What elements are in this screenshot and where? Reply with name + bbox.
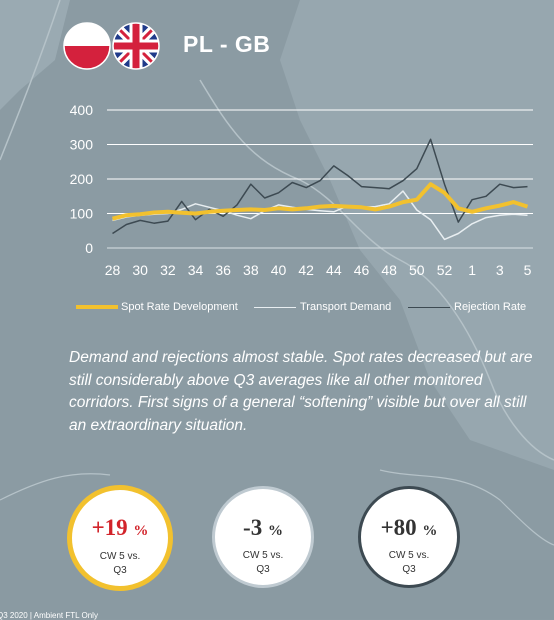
x-tick-label: 52	[437, 262, 453, 278]
series-line-spot-rate-development	[112, 182, 529, 221]
y-tick-label: 100	[70, 206, 94, 222]
legend-swatch-transport-demand	[254, 307, 296, 308]
flag-poland-icon	[63, 22, 111, 70]
legend-swatch-rejection-rate	[408, 307, 450, 308]
chart-legend: Spot Rate Development Transport Demand R…	[0, 298, 554, 318]
chart-series	[112, 138, 529, 241]
x-tick-label: 38	[243, 262, 259, 278]
kpi-unit: %	[133, 523, 149, 539]
x-tick-label: 28	[105, 262, 121, 278]
kpi-label: CW 5 vs. Q3	[72, 550, 168, 578]
kpi-label-line2: Q3	[113, 565, 127, 576]
x-tick-label: 46	[354, 262, 370, 278]
kpi-label-line1: CW 5 vs.	[99, 551, 141, 562]
x-tick-label: 1	[468, 262, 476, 278]
y-tick-label: 300	[70, 137, 94, 153]
flag-united-kingdom-icon	[112, 22, 160, 70]
kpi-label: CW 5 vs. Q3	[361, 549, 457, 577]
chart-grid	[107, 109, 533, 249]
kpi-number: +80	[380, 515, 417, 540]
kpi-label: CW 5 vs. Q3	[215, 549, 311, 577]
kpi-label-line2: Q3	[402, 564, 416, 575]
x-tick-label: 44	[326, 262, 342, 278]
commentary-text: Demand and rejections almost stable. Spo…	[69, 349, 533, 434]
x-tick-label: 42	[298, 262, 314, 278]
kpi-unit: %	[267, 523, 283, 539]
y-tick-label: 400	[70, 102, 94, 118]
page-title: PL - GB	[183, 31, 271, 57]
y-axis-ticks: 0 100 200 300 400	[70, 102, 94, 256]
x-tick-label: 48	[381, 262, 397, 278]
kpi-value: +80 %	[361, 515, 457, 541]
legend-label-rejection-rate: Rejection Rate	[454, 301, 527, 313]
x-tick-label: 3	[496, 262, 504, 278]
kpi-circle-transport-demand: -3 % CW 5 vs. Q3	[212, 486, 314, 588]
series-line-rejection-rate	[112, 138, 528, 235]
legend-label-spot-rate: Spot Rate Development	[121, 301, 238, 313]
x-tick-label: 40	[271, 262, 287, 278]
kpi-label-line1: CW 5 vs.	[388, 550, 430, 561]
kpi-value: -3 %	[215, 515, 311, 541]
x-tick-label: 36	[215, 262, 231, 278]
kpi-value: +19 %	[72, 515, 168, 541]
x-tick-label: 5	[524, 262, 532, 278]
kpi-number: -3	[243, 515, 263, 540]
x-axis-ticks: 28 30 32 34 36 38 40 42 44 46 48 50 52 1 3 5	[105, 262, 532, 278]
x-tick-label: 30	[132, 262, 148, 278]
x-tick-label: 34	[188, 262, 204, 278]
kpi-unit: %	[422, 523, 438, 539]
kpi-label-line1: CW 5 vs.	[242, 550, 284, 561]
y-tick-label: 0	[85, 240, 93, 256]
footer-note: Q3 2020 | Ambient FTL Only	[0, 611, 98, 620]
line-chart: 0 100 200 300 400 28 30 32 34 36 38 40 42 44 46 48 50 52…	[70, 102, 533, 278]
kpi-circle-spot-rate: +19 % CW 5 vs. Q3	[67, 485, 173, 591]
kpi-circle-rejection-rate: +80 % CW 5 vs. Q3	[358, 486, 460, 588]
legend-label-transport-demand: Transport Demand	[300, 301, 392, 313]
x-tick-label: 32	[160, 262, 176, 278]
kpi-number: +19	[91, 515, 128, 540]
kpi-label-line2: Q3	[256, 564, 270, 575]
x-tick-label: 50	[409, 262, 425, 278]
series-line-transport-demand	[112, 190, 528, 241]
y-tick-label: 200	[70, 171, 94, 187]
legend-swatch-spot-rate	[76, 305, 118, 309]
